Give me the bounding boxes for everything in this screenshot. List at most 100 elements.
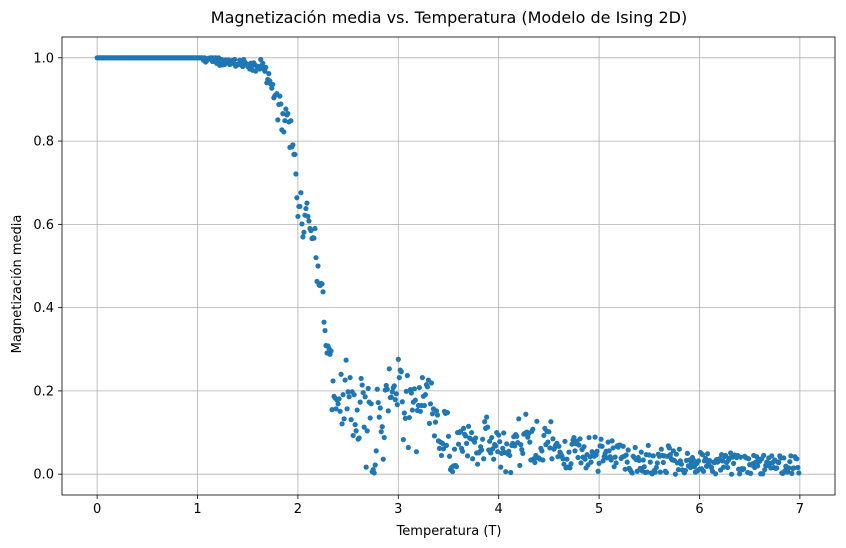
data-point xyxy=(353,428,359,434)
data-point xyxy=(336,396,342,402)
data-point xyxy=(678,461,685,467)
data-point xyxy=(356,435,362,441)
data-point xyxy=(582,456,588,462)
chart-title: Magnetización media vs. Temperatura (Mod… xyxy=(211,8,687,27)
data-point xyxy=(609,438,615,444)
data-point xyxy=(409,407,415,413)
data-point xyxy=(672,471,678,477)
data-point xyxy=(761,452,767,459)
data-point xyxy=(300,234,306,240)
data-point xyxy=(481,456,487,462)
data-point xyxy=(363,464,369,470)
data-point xyxy=(640,457,646,463)
data-point xyxy=(676,446,683,452)
data-point xyxy=(432,419,439,425)
data-point xyxy=(443,442,450,449)
data-point xyxy=(381,434,387,441)
data-point xyxy=(449,469,456,475)
data-point xyxy=(392,397,398,403)
data-point xyxy=(702,455,709,461)
data-point xyxy=(348,417,354,423)
data-point xyxy=(608,457,614,463)
data-point xyxy=(337,408,343,414)
data-point xyxy=(592,434,598,440)
data-point xyxy=(367,415,373,421)
data-point xyxy=(398,369,404,375)
data-point xyxy=(738,454,744,460)
data-point xyxy=(374,386,380,392)
data-point xyxy=(328,348,334,354)
data-point xyxy=(308,228,314,234)
data-point xyxy=(283,106,289,112)
data-point xyxy=(530,426,536,432)
data-point xyxy=(647,459,653,465)
data-point xyxy=(539,448,545,454)
data-point xyxy=(741,466,747,472)
data-point xyxy=(512,443,518,449)
y-tick-label: 0.6 xyxy=(33,218,54,233)
data-point xyxy=(345,389,351,395)
data-point xyxy=(361,424,367,430)
data-point xyxy=(313,255,319,261)
data-point xyxy=(484,414,490,420)
data-point xyxy=(516,416,522,422)
grid xyxy=(62,37,835,495)
data-point xyxy=(599,443,605,449)
data-point xyxy=(567,465,573,471)
data-point xyxy=(578,460,584,466)
x-tick-label: 0 xyxy=(93,502,101,517)
data-point xyxy=(520,450,526,456)
data-point xyxy=(545,439,551,445)
data-point xyxy=(469,456,476,462)
data-point xyxy=(575,454,581,461)
data-point xyxy=(748,470,754,476)
data-point xyxy=(762,467,768,473)
data-point xyxy=(624,459,630,465)
data-point xyxy=(311,235,317,241)
x-axis-label: Temperatura (T) xyxy=(396,524,502,539)
data-point xyxy=(232,56,238,63)
data-point xyxy=(791,465,797,471)
data-point xyxy=(491,456,497,462)
data-point xyxy=(292,151,298,158)
data-point xyxy=(339,421,345,427)
data-point xyxy=(653,464,659,471)
data-point xyxy=(426,420,433,426)
data-point xyxy=(389,389,395,395)
data-point xyxy=(795,464,801,471)
data-point xyxy=(401,410,407,416)
data-point xyxy=(605,439,611,445)
x-tick-label: 2 xyxy=(294,502,302,517)
data-point xyxy=(372,462,378,468)
data-point xyxy=(629,470,635,476)
data-point xyxy=(343,357,349,363)
data-point xyxy=(506,448,512,454)
data-point xyxy=(352,422,358,428)
data-point xyxy=(281,129,287,135)
data-point xyxy=(650,453,656,459)
data-point xyxy=(329,407,335,413)
data-point xyxy=(547,445,553,451)
data-point xyxy=(439,440,446,446)
data-point xyxy=(625,447,631,453)
data-point xyxy=(594,448,600,454)
data-point xyxy=(346,394,352,400)
data-point xyxy=(687,464,694,471)
data-point xyxy=(297,203,303,210)
data-point xyxy=(673,451,679,457)
data-point xyxy=(465,423,472,429)
data-point xyxy=(384,386,390,392)
data-point xyxy=(396,374,402,381)
data-point xyxy=(391,383,397,389)
data-point xyxy=(712,471,719,477)
data-point xyxy=(497,439,503,445)
data-point xyxy=(644,469,650,475)
y-tick-label: 0.4 xyxy=(33,301,54,316)
data-point xyxy=(365,385,371,392)
data-point xyxy=(402,415,408,421)
data-point xyxy=(636,457,642,464)
data-point xyxy=(440,446,447,452)
data-point xyxy=(377,405,383,411)
data-point xyxy=(695,458,702,464)
